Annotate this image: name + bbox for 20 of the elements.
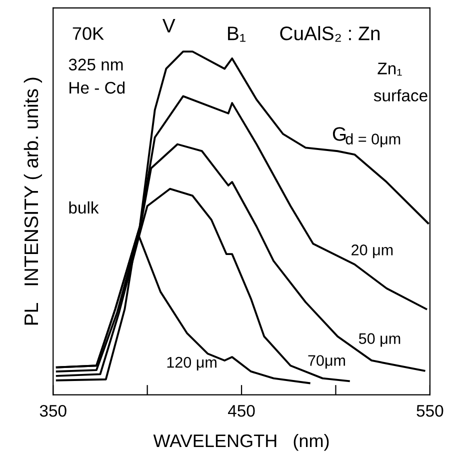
annotation: bulk [69,201,99,214]
annotation: surface [374,89,428,102]
text: V [162,18,176,32]
annotation: He - Cd [70,81,125,94]
series-label: 120 μm [167,356,216,371]
x-tick-label: 350 [40,404,66,417]
x-axis-title: WAVELENGTH (nm) [153,434,329,451]
y-axis-title: PL INTENSITY ( arb. units ) [24,78,42,325]
series-label: 20 μm [352,244,393,258]
series-label: d = 0μm [346,133,400,148]
series-label: 70μm [308,355,345,369]
annotation: 325 nm [68,58,123,70]
text: 70K [72,27,104,40]
annotation: G [332,127,346,141]
x-tick-label: 450 [228,404,255,417]
text: B₁ [228,26,246,42]
text: CuAlS₂ : Zn [280,26,380,42]
annotation: Zn₁ [378,62,402,76]
x-tick-label: 550 [416,404,444,417]
series-label: 50 μm [358,333,400,347]
